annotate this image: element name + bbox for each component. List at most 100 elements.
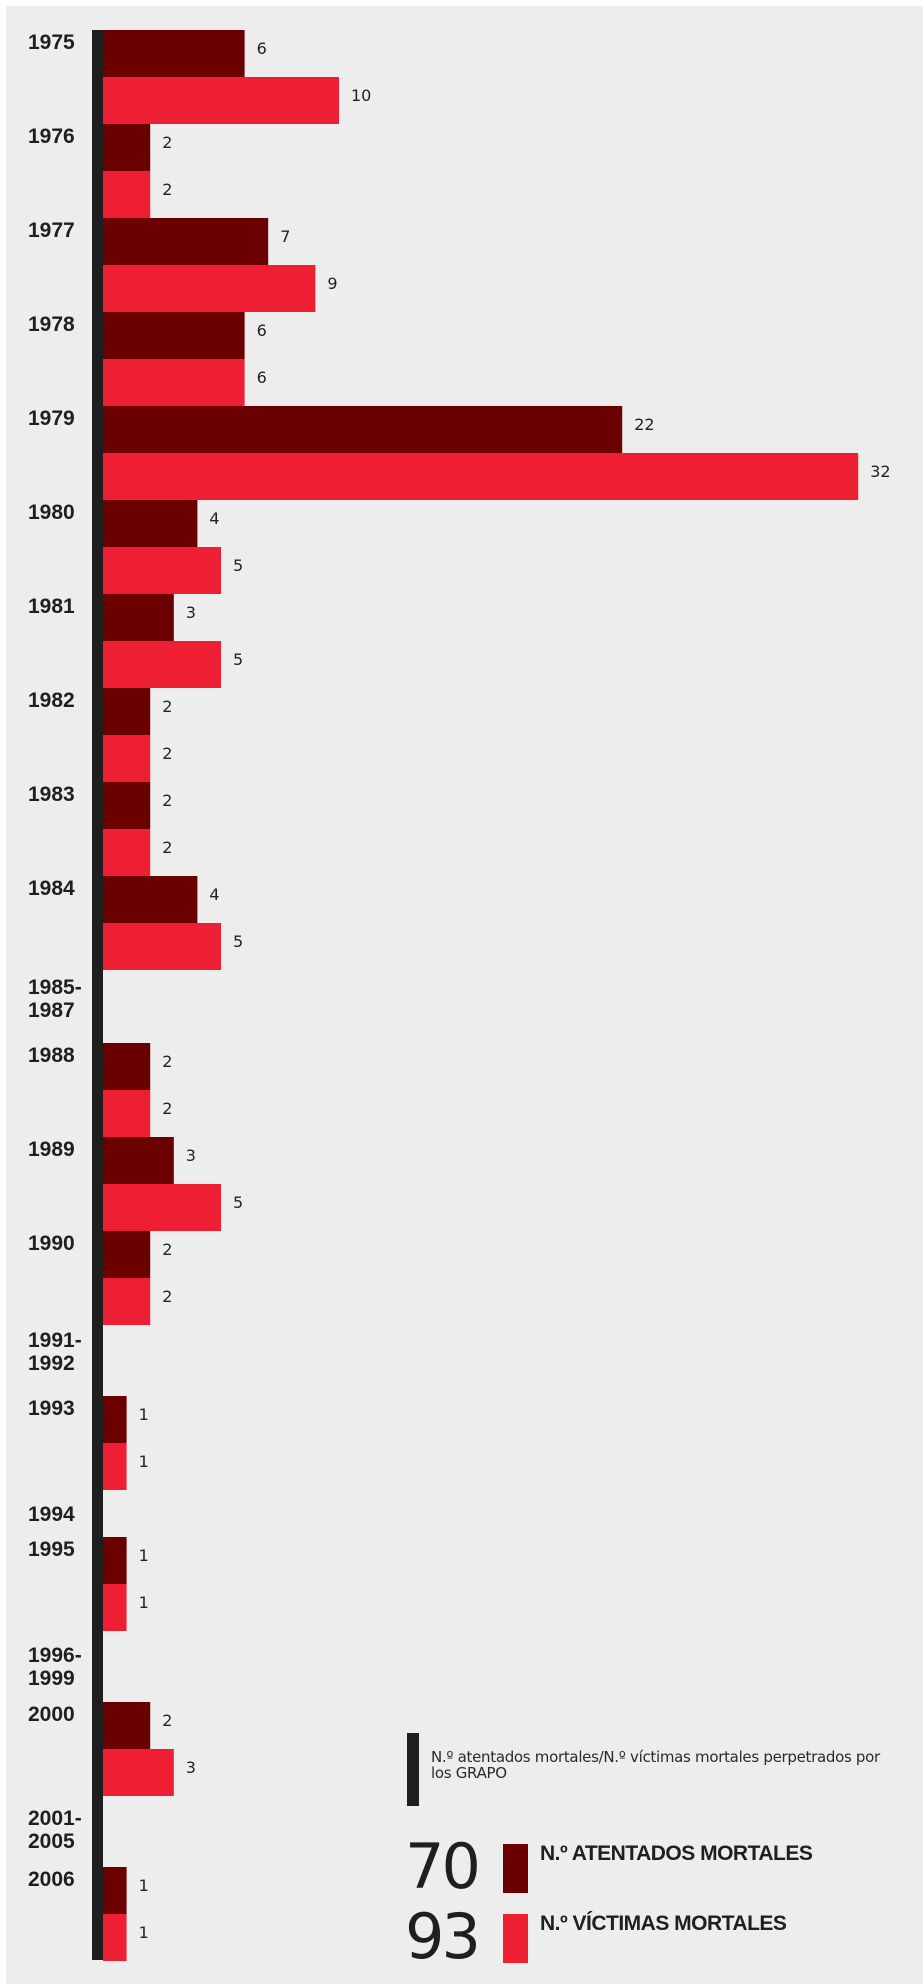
- value-label-victims: 2: [162, 1099, 172, 1118]
- bar-attacks: [103, 688, 151, 735]
- year-label: 1990: [28, 1232, 75, 1255]
- legend-label-victims: N.º VÍCTIMAS MORTALES: [540, 1912, 787, 1935]
- value-label-attacks: 2: [162, 791, 172, 810]
- year-label: 1976: [28, 125, 75, 148]
- value-label-attacks: 1: [139, 1876, 149, 1895]
- year-label: 1975: [28, 31, 75, 54]
- bar-victims: [103, 359, 245, 406]
- year-label: 1994: [28, 1503, 75, 1526]
- value-label-victims: 5: [233, 932, 243, 951]
- bar-attacks: [103, 1702, 151, 1749]
- legend-item-attacks: 70 N.º ATENTADOS MORTALES: [405, 1830, 907, 1903]
- year-label: 2005: [28, 1830, 75, 1853]
- value-label-attacks: 7: [280, 227, 290, 246]
- year-label: 1999: [28, 1667, 75, 1690]
- bar-victims: [103, 265, 316, 312]
- value-label-attacks: 2: [162, 697, 172, 716]
- value-label-attacks: 1: [139, 1405, 149, 1424]
- bar-victims: [103, 735, 151, 782]
- value-label-victims: 5: [233, 556, 243, 575]
- year-label: 1978: [28, 313, 75, 336]
- bar-attacks: [103, 406, 623, 453]
- bar-victims: [103, 829, 151, 876]
- bar-attacks: [103, 1867, 127, 1914]
- bar-attacks: [103, 312, 245, 359]
- bar-attacks: [103, 218, 269, 265]
- year-label: 1993: [28, 1397, 75, 1420]
- bar-victims: [103, 171, 151, 218]
- value-label-attacks: 1: [139, 1546, 149, 1565]
- legend-swatch-attacks: [503, 1844, 528, 1893]
- legend-item-victims: 93 N.º VÍCTIMAS MORTALES: [405, 1904, 907, 1970]
- bar-victims: [103, 1443, 127, 1490]
- year-label: 1988: [28, 1044, 75, 1067]
- value-label-victims: 1: [139, 1593, 149, 1612]
- value-label-victims: 5: [233, 1193, 243, 1212]
- year-label: 1985-: [28, 976, 82, 999]
- year-label: 1984: [28, 877, 75, 900]
- bar-attacks: [103, 124, 151, 171]
- bar-attacks: [103, 30, 245, 77]
- bar-victims: [103, 1914, 127, 1961]
- bar-attacks: [103, 1137, 174, 1184]
- legend-label-attacks: N.º ATENTADOS MORTALES: [540, 1842, 813, 1865]
- legend-swatch-victims: [503, 1914, 528, 1963]
- value-label-victims: 2: [162, 744, 172, 763]
- year-label: 1995: [28, 1538, 75, 1561]
- bar-victims: [103, 1749, 174, 1796]
- bar-victims: [103, 1184, 221, 1231]
- bar-victims: [103, 641, 221, 688]
- legend-note: N.º atentados mortales/N.º víctimas mort…: [431, 1748, 880, 1782]
- value-label-attacks: 2: [162, 1052, 172, 1071]
- bar-attacks: [103, 1231, 151, 1278]
- value-label-victims: 2: [162, 1287, 172, 1306]
- year-label: 1982: [28, 689, 75, 712]
- value-label-attacks: 6: [257, 39, 267, 58]
- year-label: 1987: [28, 999, 75, 1022]
- value-label-attacks: 2: [162, 1240, 172, 1259]
- bar-attacks: [103, 594, 174, 641]
- year-label: 1991-: [28, 1329, 82, 1352]
- bar-victims: [103, 923, 221, 970]
- bar-attacks: [103, 876, 198, 923]
- value-label-attacks: 2: [162, 1711, 172, 1730]
- value-label-victims: 32: [870, 462, 890, 481]
- year-label: 2001-: [28, 1807, 82, 1830]
- bar-attacks: [103, 1043, 151, 1090]
- bar-attacks: [103, 782, 151, 829]
- value-label-victims: 1: [139, 1452, 149, 1471]
- value-label-attacks: 3: [186, 1146, 196, 1165]
- value-label-victims: 2: [162, 838, 172, 857]
- axis-line: [92, 30, 103, 1960]
- bar-attacks: [103, 500, 198, 547]
- value-label-victims: 10: [351, 86, 371, 105]
- value-label-victims: 2: [162, 180, 172, 199]
- value-label-victims: 3: [186, 1758, 196, 1777]
- year-label: 1983: [28, 783, 75, 806]
- year-label: 1980: [28, 501, 75, 524]
- bar-victims: [103, 1090, 151, 1137]
- value-label-attacks: 3: [186, 603, 196, 622]
- value-label-victims: 9: [327, 274, 337, 293]
- total-attacks: 70: [405, 1830, 481, 1903]
- year-label: 2000: [28, 1703, 75, 1726]
- value-label-victims: 1: [139, 1923, 149, 1942]
- year-label: 1996-: [28, 1644, 82, 1667]
- value-label-attacks: 2: [162, 133, 172, 152]
- bar-attacks: [103, 1396, 127, 1443]
- year-label: 1992: [28, 1352, 75, 1375]
- year-label: 2006: [28, 1868, 75, 1891]
- year-label: 1979: [28, 407, 75, 430]
- bar-victims: [103, 453, 859, 500]
- bar-victims: [103, 1584, 127, 1631]
- bar-victims: [103, 77, 339, 124]
- value-label-attacks: 4: [209, 509, 219, 528]
- year-label: 1981: [28, 595, 75, 618]
- bar-victims: [103, 1278, 151, 1325]
- value-label-attacks: 22: [634, 415, 654, 434]
- year-label: 1977: [28, 219, 75, 242]
- value-label-attacks: 6: [257, 321, 267, 340]
- legend-rule: [407, 1733, 419, 1806]
- bar-attacks: [103, 1537, 127, 1584]
